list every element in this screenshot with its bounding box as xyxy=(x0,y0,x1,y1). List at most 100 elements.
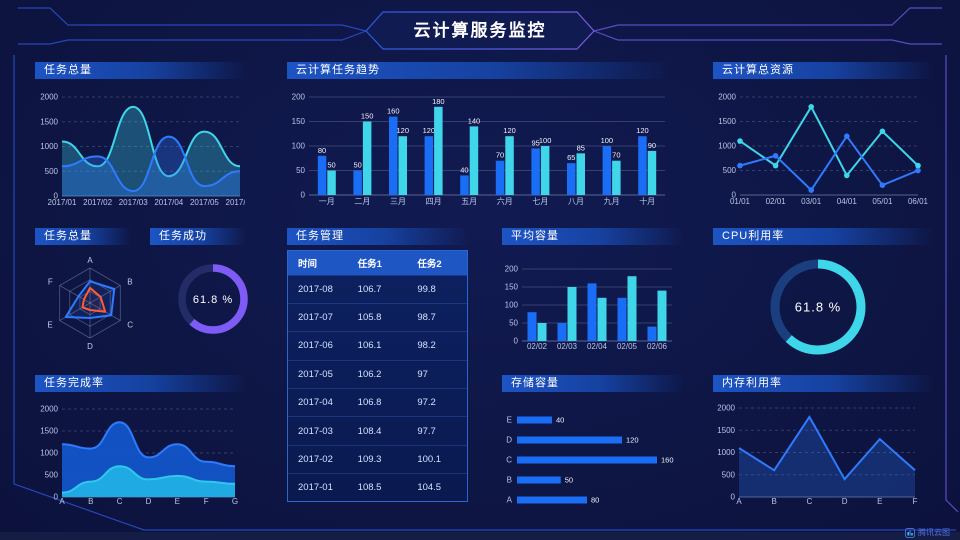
svg-text:100: 100 xyxy=(601,136,614,145)
svg-text:70: 70 xyxy=(612,151,620,160)
table-cell: 2017-02 xyxy=(288,444,348,474)
svg-text:85: 85 xyxy=(577,143,585,152)
svg-text:05/01: 05/01 xyxy=(872,197,893,206)
svg-text:500: 500 xyxy=(45,471,59,480)
svg-text:2017/02: 2017/02 xyxy=(83,198,112,207)
svg-text:160: 160 xyxy=(661,456,674,465)
cloud-resources-line-chart: 0 500 1000 1500 2000 01/01 02/01 03/01 04/01 05/0… xyxy=(713,80,932,207)
table-cell: 2017-03 xyxy=(288,416,348,446)
svg-text:1500: 1500 xyxy=(717,426,735,435)
svg-text:02/06: 02/06 xyxy=(647,342,668,351)
svg-text:02/05: 02/05 xyxy=(617,342,638,351)
table-cell: 106.2 xyxy=(347,359,408,389)
svg-text:2000: 2000 xyxy=(40,93,58,102)
table-cell: 106.7 xyxy=(347,274,408,304)
table-row: 2017-04 106.8 97.2 xyxy=(288,387,467,417)
svg-text:G: G xyxy=(232,497,238,506)
svg-text:02/02: 02/02 xyxy=(527,342,548,351)
task-success-donut: 61.8 % xyxy=(158,246,258,358)
svg-text:F: F xyxy=(204,497,209,506)
svg-text:E: E xyxy=(47,321,52,330)
panel-title-task-total: 任务总量 xyxy=(35,62,245,79)
svg-text:200: 200 xyxy=(505,265,519,274)
svg-text:D: D xyxy=(87,342,93,351)
svg-text:02/03: 02/03 xyxy=(557,342,578,351)
svg-text:二月: 二月 xyxy=(354,197,370,206)
svg-text:C: C xyxy=(807,497,813,506)
panel-title-task-table: 任务管理 xyxy=(287,228,467,245)
svg-text:1000: 1000 xyxy=(40,142,58,151)
svg-text:50: 50 xyxy=(327,161,335,170)
table-cell: 105.8 xyxy=(347,302,408,332)
svg-text:2017/04: 2017/04 xyxy=(154,198,183,207)
table-cell: 97.7 xyxy=(407,416,467,446)
table-cell: 104.5 xyxy=(407,473,467,501)
table-cell: 2017-07 xyxy=(288,302,348,332)
svg-text:C: C xyxy=(117,497,123,506)
svg-text:120: 120 xyxy=(423,126,436,135)
svg-text:一月: 一月 xyxy=(319,197,335,206)
brand-watermark: 腾讯云图 xyxy=(905,527,950,538)
avg-capacity-bar-chart: 0 50 100 150 200 02/02 02/03 02/04 02/05 02/06 xyxy=(502,246,682,362)
svg-text:150: 150 xyxy=(361,112,374,121)
svg-text:120: 120 xyxy=(626,436,639,445)
svg-text:2000: 2000 xyxy=(718,93,736,102)
svg-text:80: 80 xyxy=(591,496,599,505)
svg-text:E: E xyxy=(507,416,512,425)
svg-text:06/01: 06/01 xyxy=(908,197,929,206)
svg-text:100: 100 xyxy=(505,301,519,310)
panel-title-completion: 任务完成率 xyxy=(35,375,245,392)
svg-text:500: 500 xyxy=(722,470,736,479)
svg-text:160: 160 xyxy=(387,107,400,116)
svg-text:1000: 1000 xyxy=(717,448,735,457)
memory-line-chart: 0 500 1000 1500 2000 A B C D E F xyxy=(713,393,932,507)
svg-text:150: 150 xyxy=(505,283,519,292)
svg-text:六月: 六月 xyxy=(497,196,513,206)
task-total-area-chart: 0 500 1000 1500 2000 2017/01 2017/02 2017/03 201… xyxy=(35,80,255,208)
panel-title-memory: 内存利用率 xyxy=(713,375,932,392)
svg-text:九月: 九月 xyxy=(604,197,620,206)
svg-text:65: 65 xyxy=(567,153,575,162)
table-cell: 2017-08 xyxy=(288,274,348,304)
table-row: 2017-03 108.4 97.7 xyxy=(288,416,467,446)
svg-text:D: D xyxy=(506,436,512,445)
panel-title-task-trend: 云计算任务趋势 xyxy=(287,62,668,79)
table-cell: 106.1 xyxy=(347,331,408,361)
table-cell: 106.8 xyxy=(347,387,408,417)
task-trend-bar-chart: 0 50 100 150 200 一月 二月 三月 四月 五月 六月 七月 八月 九月 十月 80 50 160 1… xyxy=(287,80,668,207)
table-cell: 2017-04 xyxy=(288,387,348,417)
table-row: 2017-02 109.3 100.1 xyxy=(288,444,467,474)
svg-text:0: 0 xyxy=(731,493,736,502)
table-row: 2017-01 108.5 104.5 xyxy=(288,473,467,501)
svg-text:0: 0 xyxy=(54,192,59,201)
task-radar-chart: A B C D E F xyxy=(33,246,147,364)
table-col-header: 时间 xyxy=(288,251,348,275)
svg-text:80: 80 xyxy=(318,146,326,155)
storage-hbar-chart: E 40 D 120 C 160 B 50 A 80 xyxy=(502,391,682,509)
svg-text:03/01: 03/01 xyxy=(801,197,822,206)
svg-text:C: C xyxy=(127,321,133,330)
svg-text:2000: 2000 xyxy=(40,405,58,414)
table-cell: 97 xyxy=(407,359,467,389)
svg-text:0: 0 xyxy=(301,191,306,200)
table-row: 2017-06 106.1 98.2 xyxy=(288,331,467,361)
panel-title-task-success: 任务成功 xyxy=(150,228,245,245)
page-title: 云计算服务监控 xyxy=(413,21,547,40)
table-cell: 99.8 xyxy=(407,274,467,304)
svg-text:十月: 十月 xyxy=(639,196,655,206)
completion-area-chart: 0 500 1000 1500 2000 A B C D E F G xyxy=(35,393,245,507)
svg-text:02/04: 02/04 xyxy=(587,342,608,351)
panel-title-task-radar: 任务总量 xyxy=(35,228,130,245)
svg-text:01/01: 01/01 xyxy=(730,197,751,206)
svg-text:2017/01: 2017/01 xyxy=(48,198,77,207)
table-cell: 2017-01 xyxy=(288,473,348,501)
panel-title-storage: 存储容量 xyxy=(502,375,682,392)
svg-text:2017/05: 2017/05 xyxy=(190,198,219,207)
svg-text:B: B xyxy=(88,497,93,506)
svg-text:50: 50 xyxy=(509,319,518,328)
svg-text:100: 100 xyxy=(292,142,306,151)
svg-text:120: 120 xyxy=(503,126,516,135)
table-cell: 108.4 xyxy=(347,416,408,446)
table-cell: 100.1 xyxy=(407,444,467,474)
